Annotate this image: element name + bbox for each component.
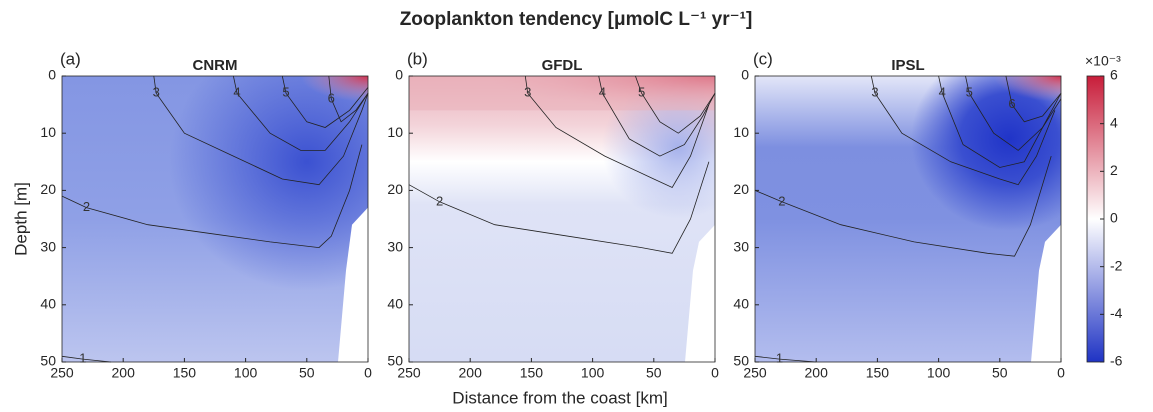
x-tick-label: 250 [50, 365, 74, 381]
field-positive [300, 76, 368, 102]
contour-line [870, 75, 1056, 186]
x-tick-label: 50 [646, 365, 662, 381]
x-tick-label: 150 [173, 365, 197, 381]
contour-line [233, 75, 369, 151]
y-tick-label: 0 [741, 67, 749, 83]
contour-label: 5 [638, 85, 645, 100]
y-tick-label: 30 [387, 238, 403, 254]
contour-line [153, 75, 369, 186]
contour-line [1005, 75, 1062, 123]
panel-title: GFDL [542, 57, 583, 74]
y-tick-label: 40 [387, 296, 403, 312]
field-blob [409, 76, 715, 362]
y-tick-label: 10 [387, 124, 403, 140]
x-tick-label: 150 [520, 365, 544, 381]
contour-line [408, 161, 710, 254]
x-tick-label: 200 [805, 365, 829, 381]
contour-label: 3 [153, 85, 160, 100]
colorbar-tick-label: -2 [1110, 257, 1123, 273]
colorbar-tick-label: -4 [1110, 305, 1123, 321]
panel-label: (b) [407, 49, 428, 68]
y-tick-label: 50 [387, 353, 403, 369]
y-tick-label: 50 [40, 353, 56, 369]
x-tick-label: 250 [743, 365, 767, 381]
contour-label: 1 [79, 351, 86, 366]
contour-line [61, 355, 112, 363]
contour-label: 6 [1008, 96, 1015, 111]
x-tick-label: 150 [866, 365, 890, 381]
contour-label: 2 [436, 193, 443, 208]
field-blob [62, 76, 368, 362]
colorbar-tick-label: 6 [1110, 67, 1118, 83]
contour-label: 4 [233, 85, 240, 100]
y-tick-label: 10 [40, 124, 56, 140]
contour-label: 4 [939, 85, 946, 100]
plot-frame [408, 75, 716, 363]
x-tick-label: 200 [112, 365, 136, 381]
plot-frame [61, 75, 369, 363]
panel-title: IPSL [891, 57, 924, 74]
x-tick-label: 100 [927, 365, 951, 381]
x-tick-label: 200 [459, 365, 483, 381]
y-axis-label: Depth [m] [11, 182, 30, 256]
y-tick-label: 10 [733, 124, 749, 140]
plot-frame [754, 75, 1062, 363]
y-tick-label: 50 [733, 353, 749, 369]
y-tick-label: 0 [48, 67, 56, 83]
contour-label: 4 [599, 85, 606, 100]
panel-label: (c) [753, 49, 773, 68]
contour-line [754, 355, 817, 363]
field-positive [993, 76, 1061, 102]
x-tick-label: 0 [711, 365, 719, 381]
land-mask [338, 207, 368, 362]
x-tick-label: 0 [364, 365, 372, 381]
x-tick-label: 0 [1057, 365, 1065, 381]
contour-label: 2 [83, 199, 90, 214]
contour-line [281, 75, 369, 128]
panel-title: CNRM [193, 57, 238, 74]
contour-label: 3 [871, 85, 878, 100]
y-tick-label: 20 [733, 181, 749, 197]
contour-label: 6 [328, 90, 335, 105]
x-tick-label: 100 [234, 365, 258, 381]
x-axis-label: Distance from the coast [km] [452, 388, 667, 407]
contour-line [524, 75, 710, 189]
figure-title: Zooplankton tendency [μmolC L⁻¹ yr⁻¹] [400, 9, 753, 30]
contour-line [635, 75, 716, 134]
contour-line [598, 75, 716, 157]
contour-line [938, 75, 1062, 168]
y-tick-label: 20 [40, 181, 56, 197]
colorbar-label: ×10⁻³ [1085, 53, 1121, 69]
contour-label: 5 [966, 85, 973, 100]
y-tick-label: 30 [40, 238, 56, 254]
contour-line [965, 75, 1062, 151]
land-mask [1031, 224, 1061, 362]
x-tick-label: 50 [299, 365, 315, 381]
contour-label: 1 [776, 351, 783, 366]
x-tick-label: 100 [581, 365, 605, 381]
y-tick-label: 20 [387, 181, 403, 197]
contour-line [328, 75, 369, 123]
x-tick-label: 250 [397, 365, 421, 381]
contour-label: 5 [282, 85, 289, 100]
contour-line [754, 155, 1052, 257]
colorbar-tick-label: -6 [1110, 353, 1123, 369]
field-blob [755, 76, 1061, 362]
y-tick-label: 40 [733, 296, 749, 312]
y-tick-label: 0 [395, 67, 403, 83]
y-tick-label: 40 [40, 296, 56, 312]
land-mask [685, 224, 715, 362]
panel-label: (a) [60, 49, 81, 68]
contour-label: 3 [524, 85, 531, 100]
contour-label: 2 [778, 193, 785, 208]
y-tick-label: 30 [733, 238, 749, 254]
colorbar-tick-label: 4 [1110, 114, 1118, 130]
colorbar-tick-label: 0 [1110, 210, 1118, 226]
field-positive [409, 76, 715, 111]
x-tick-label: 50 [992, 365, 1008, 381]
colorbar-tick-label: 2 [1110, 162, 1118, 178]
contour-line [61, 144, 363, 249]
